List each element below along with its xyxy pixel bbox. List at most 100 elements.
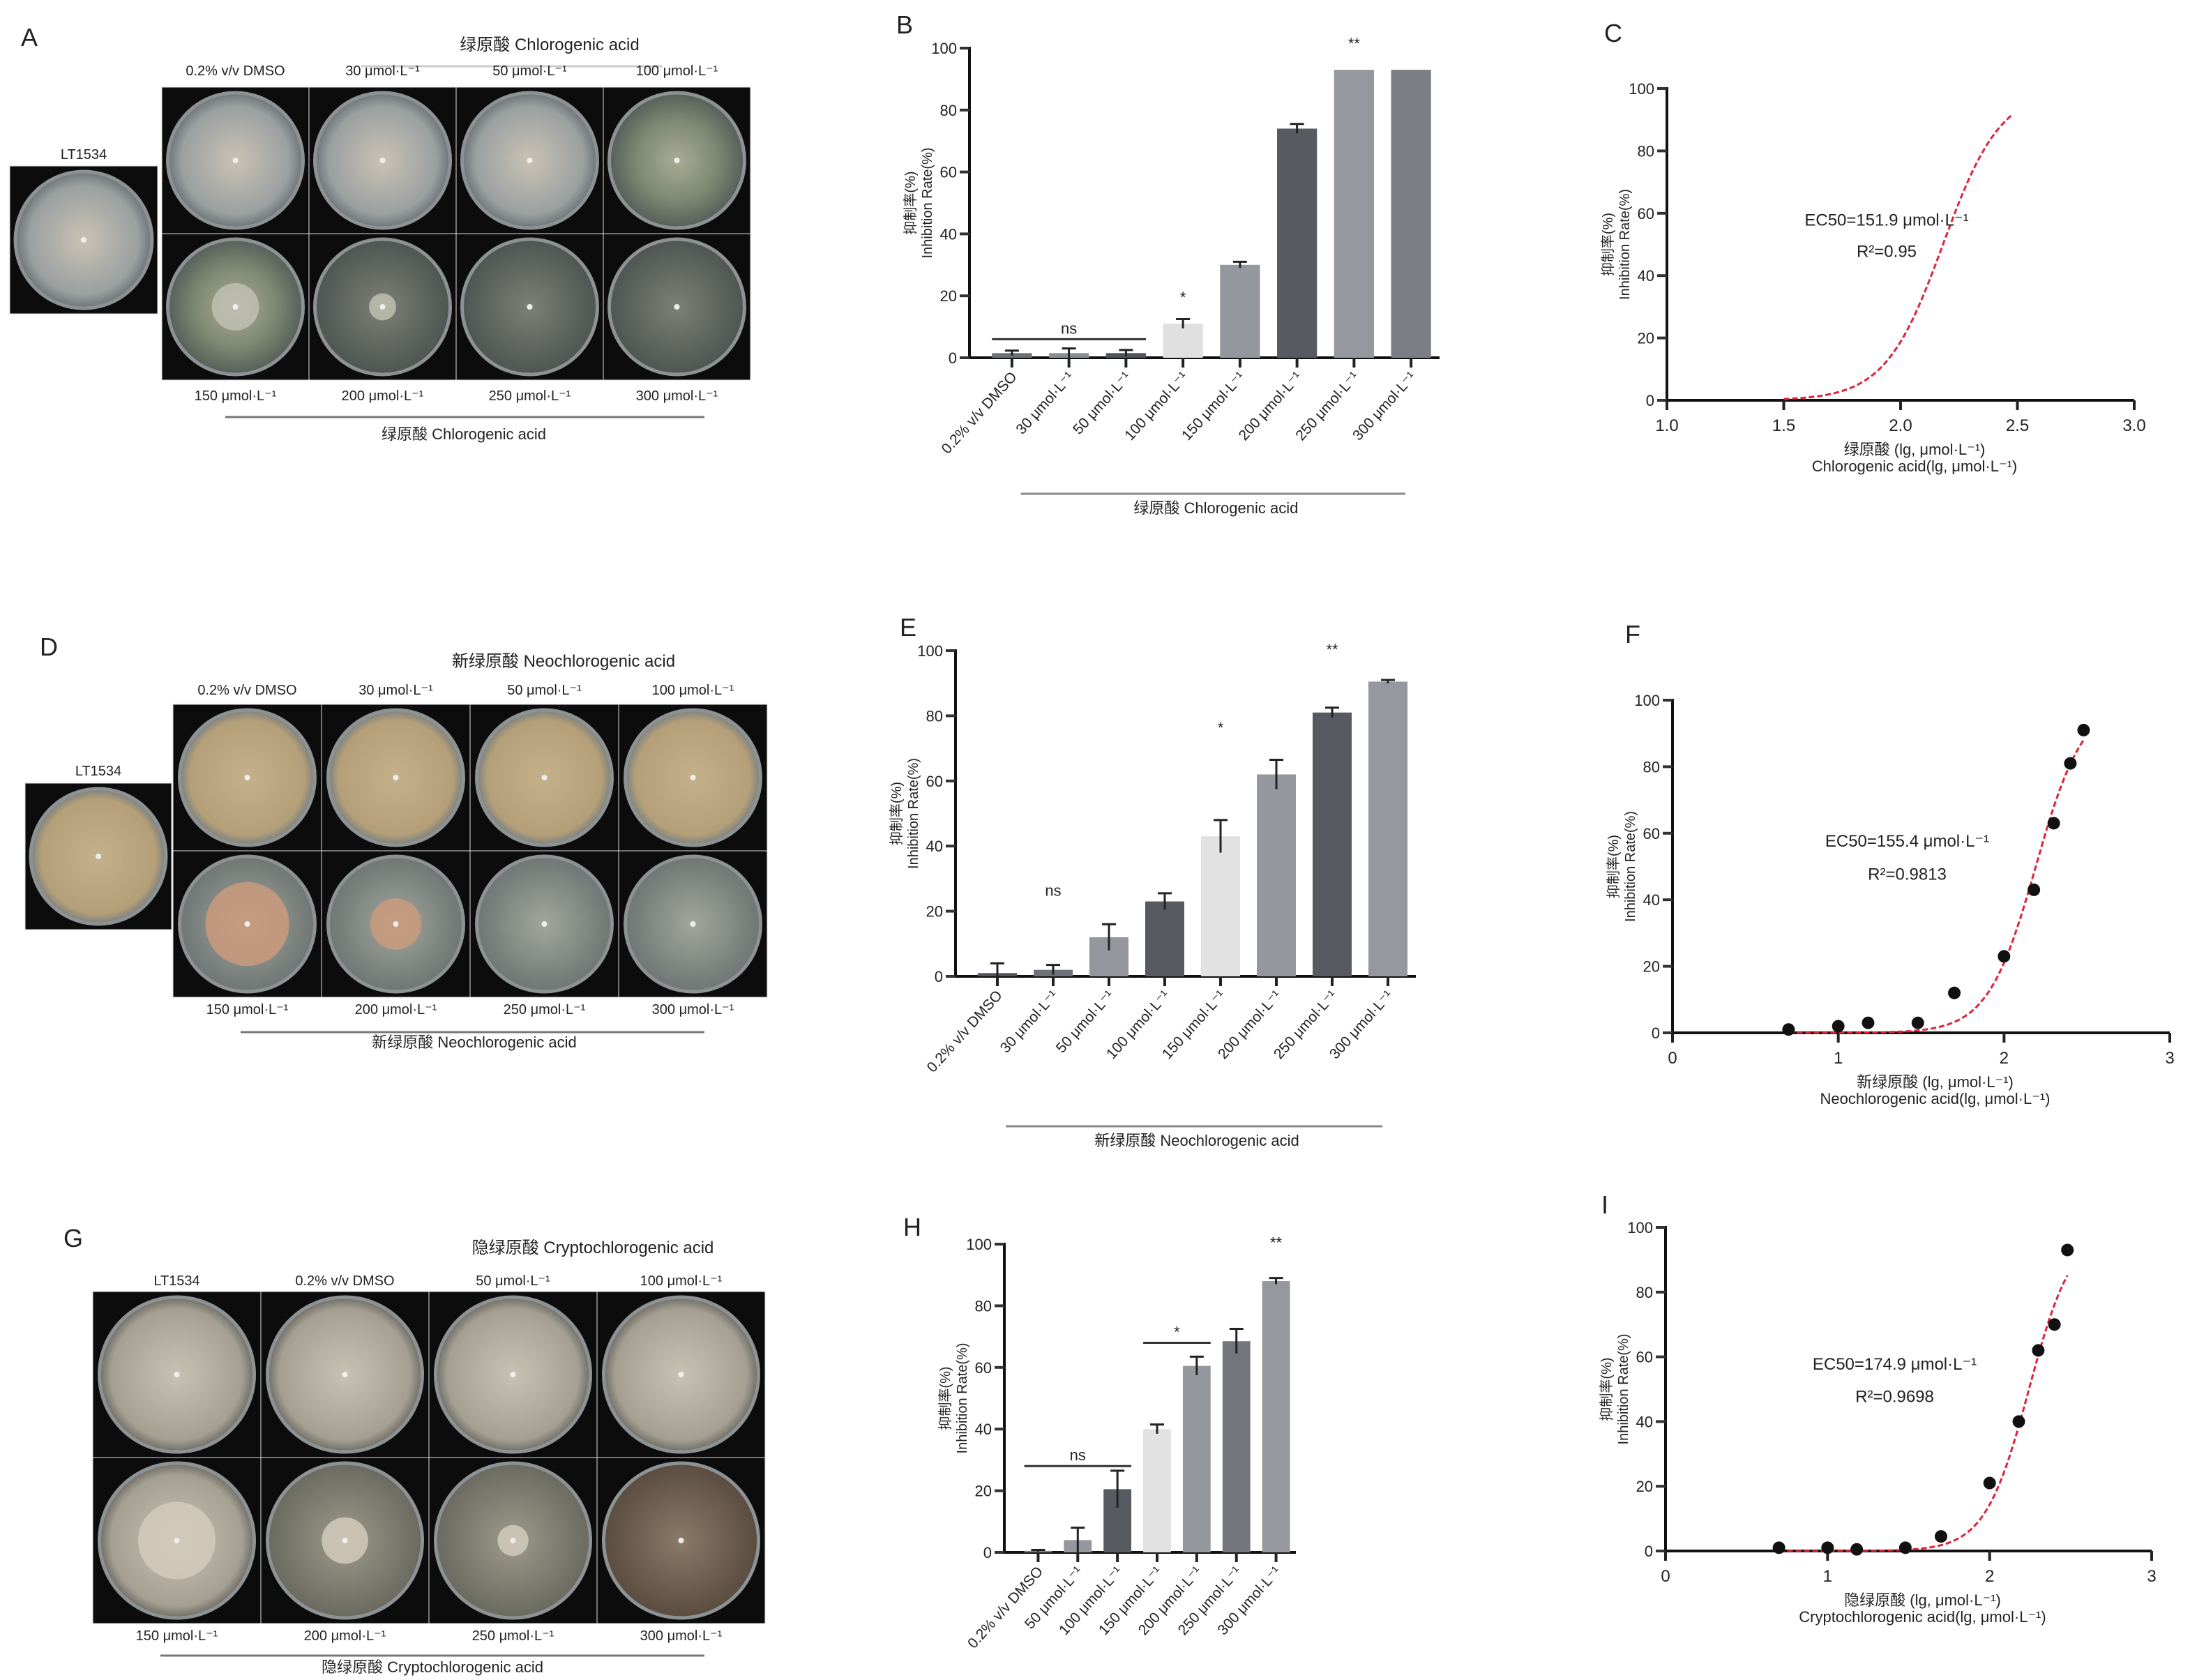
- concentration-label: 200 μmol·L⁻¹: [355, 1002, 437, 1017]
- bar: [1277, 128, 1318, 358]
- panel-letter: B: [896, 10, 913, 39]
- significance-marker: ns: [1045, 882, 1061, 900]
- inoculation-point: [674, 158, 680, 163]
- x-tick-label: 0.2% v/v DMSO: [939, 369, 1020, 457]
- compound-title: 新绿原酸 Neochlorogenic acid: [452, 652, 675, 671]
- concentration-label: LT1534: [153, 1273, 199, 1289]
- inoculation-point: [342, 1538, 348, 1543]
- ec50-annotation: EC50=155.4 μmol·L⁻¹: [1825, 832, 1989, 851]
- concentration-label: 100 μmol·L⁻¹: [652, 683, 734, 698]
- compound-caption: 绿原酸 Chlorogenic acid: [382, 425, 546, 443]
- x-tick-label: 1.5: [1772, 416, 1795, 435]
- y-tick-label: 60: [1638, 205, 1654, 222]
- y-axis-label: 抑制率(%): [889, 782, 905, 845]
- ec50-annotation: EC50=151.9 μmol·L⁻¹: [1804, 211, 1968, 230]
- y-tick-label: 40: [926, 838, 943, 855]
- y-tick-label: 80: [975, 1297, 992, 1315]
- bar: [1262, 1281, 1290, 1552]
- significance-marker: *: [1180, 289, 1186, 306]
- bar: [1182, 1365, 1211, 1552]
- inoculation-point: [510, 1538, 516, 1543]
- inoculation-point: [510, 1372, 516, 1377]
- plate-panel-d: [24, 704, 768, 998]
- bar: [1220, 264, 1260, 358]
- y-axis-label: 抑制率(%): [1599, 1357, 1615, 1421]
- concentration-label: 50 μmol·L⁻¹: [476, 1273, 550, 1289]
- y-tick-label: 0: [983, 1544, 992, 1561]
- y-tick-label: 60: [975, 1359, 992, 1377]
- bar: [1143, 1429, 1171, 1552]
- bar: [1313, 712, 1352, 976]
- data-point: [2077, 723, 2090, 736]
- data-point: [1862, 1016, 1875, 1029]
- data-point: [2047, 817, 2060, 830]
- panel-letter: H: [903, 1213, 921, 1241]
- plate-panel-g: [92, 1291, 766, 1624]
- concentration-label: 250 μmol·L⁻¹: [504, 1002, 586, 1017]
- concentration-label: 150 μmol·L⁻¹: [206, 1002, 289, 1017]
- x-tick-label: 2: [1985, 1567, 1994, 1586]
- y-tick-label: 100: [917, 642, 943, 660]
- x-axis-label: 绿原酸 Chlorogenic acid: [1133, 499, 1298, 517]
- x-tick-label: 2.5: [2006, 416, 2029, 435]
- inoculation-point: [342, 1372, 348, 1377]
- concentration-label: 300 μmol·L⁻¹: [636, 388, 718, 404]
- x-axis-label: 新绿原酸 Neochlorogenic acid: [1094, 1132, 1299, 1149]
- r2-annotation: R²=0.9813: [1868, 865, 1947, 884]
- y-tick-label: 20: [926, 903, 943, 921]
- y-tick-label: 100: [1634, 692, 1660, 709]
- y-tick-label: 60: [1636, 1349, 1653, 1366]
- y-tick-label: 40: [1638, 267, 1654, 285]
- data-point: [1911, 1016, 1924, 1029]
- inoculation-point: [541, 921, 548, 927]
- chart-f: [1663, 699, 2171, 1043]
- inoculation-point: [244, 921, 250, 927]
- concentration-label: 100 μmol·L⁻¹: [636, 63, 718, 79]
- y-tick-label: 0: [1652, 1024, 1660, 1042]
- concentration-label: 200 μmol·L⁻¹: [304, 1628, 386, 1644]
- fitted-curve: [1779, 1275, 2069, 1552]
- significance-marker: *: [1174, 1323, 1180, 1340]
- inoculation-point: [678, 1538, 684, 1543]
- compound-caption: 新绿原酸 Neochlorogenic acid: [372, 1034, 576, 1051]
- concentration-label: 300 μmol·L⁻¹: [640, 1628, 723, 1644]
- bar: [1145, 901, 1184, 976]
- y-axis-label: Inhibition Rate(%): [906, 758, 921, 869]
- significance-marker: ns: [1070, 1446, 1086, 1464]
- y-tick-label: 40: [1636, 1413, 1653, 1430]
- y-tick-label: 100: [931, 40, 957, 57]
- bar: [1368, 681, 1407, 976]
- compound-title: 隐绿原酸 Cryptochlorogenic acid: [472, 1239, 714, 1257]
- x-axis-label: Cryptochlorogenic acid(lg, μmol·L⁻¹): [1799, 1608, 2046, 1626]
- y-tick-label: 60: [1643, 825, 1660, 842]
- inoculation-point: [232, 158, 239, 163]
- x-tick-label: 0: [1668, 1049, 1677, 1068]
- data-point: [1821, 1541, 1834, 1554]
- x-tick-label: 2.0: [1889, 416, 1912, 435]
- chart-e: [946, 649, 1416, 1128]
- compound-caption: 隐绿原酸 Cryptochlorogenic acid: [322, 1658, 543, 1676]
- x-tick-label: 1: [1834, 1049, 1843, 1068]
- x-axis-label: Neochlorogenic acid(lg, μmol·L⁻¹): [1820, 1090, 2051, 1107]
- inoculation-point: [232, 304, 239, 310]
- x-tick-label: 0.2% v/v DMSO: [924, 987, 1006, 1075]
- inoculation-point: [674, 304, 680, 310]
- chart-i: [1656, 1226, 2153, 1561]
- y-tick-label: 80: [1638, 142, 1654, 160]
- y-tick-label: 100: [966, 1236, 992, 1253]
- x-tick-label: 3: [2165, 1049, 2174, 1068]
- figure-layer: A 绿原酸 Chlorogenic acid LT1534 0.2% v/v DMSO…: [9, 10, 2175, 1676]
- y-tick-label: 80: [940, 102, 957, 119]
- inoculation-point: [527, 158, 533, 163]
- inoculation-point: [690, 921, 696, 927]
- inoculation-point: [81, 237, 86, 243]
- x-tick-label: 2: [2000, 1049, 2009, 1068]
- concentration-label: 250 μmol·L⁻¹: [489, 388, 571, 404]
- y-tick-label: 20: [1638, 330, 1654, 347]
- x-tick-label: 1.0: [1655, 416, 1678, 435]
- y-axis-label: 抑制率(%): [937, 1366, 953, 1430]
- y-tick-label: 0: [949, 349, 957, 367]
- y-tick-label: 80: [1643, 758, 1660, 775]
- y-tick-label: 100: [1627, 1219, 1653, 1236]
